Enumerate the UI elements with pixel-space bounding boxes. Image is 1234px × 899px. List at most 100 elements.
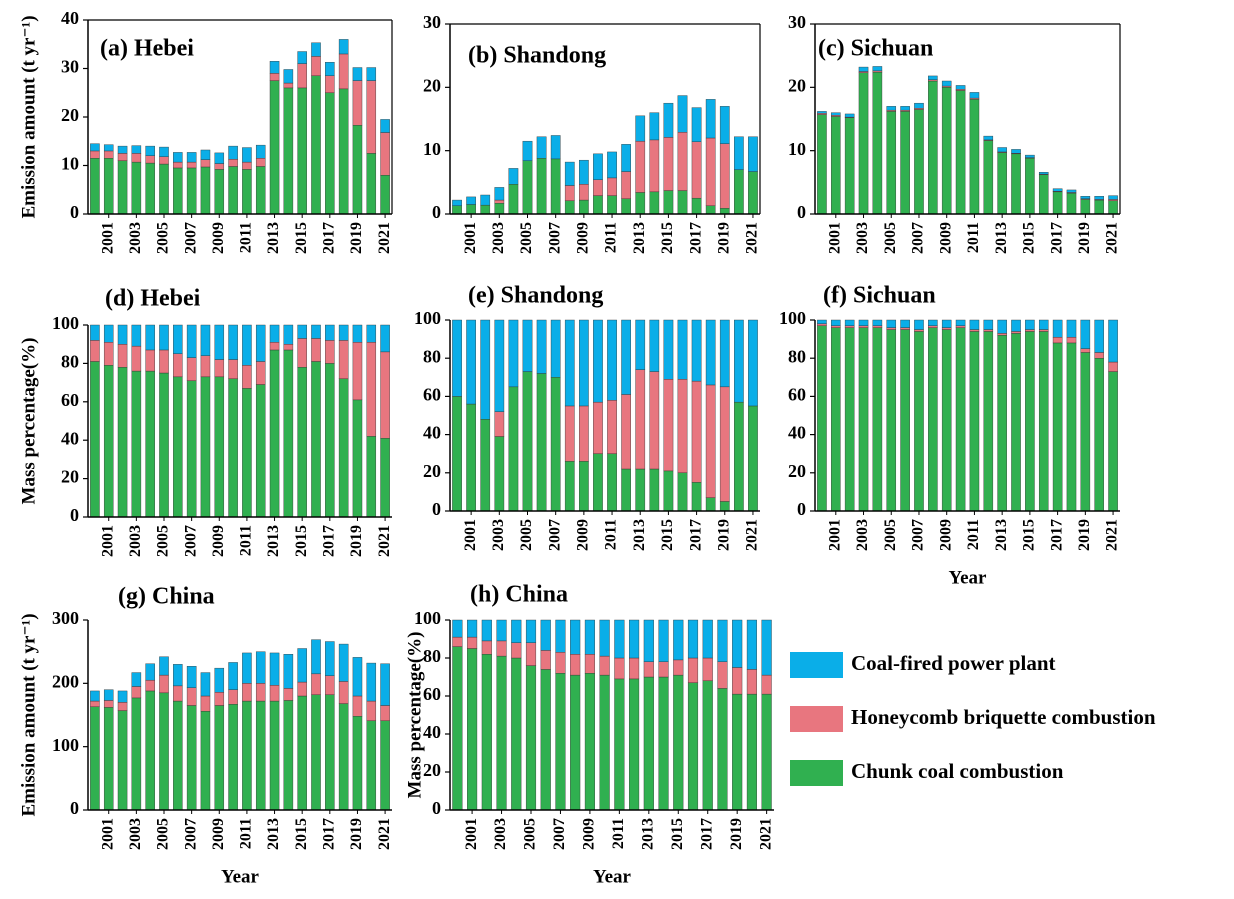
bar-segment (687, 682, 699, 811)
bar-segment (366, 720, 377, 811)
bar-segment (214, 376, 225, 518)
x-tick-label: 2021 (744, 519, 761, 551)
bar-segment (380, 119, 390, 133)
bar-segment (103, 707, 114, 811)
bar-segment (629, 657, 640, 680)
bar-segment (1094, 352, 1104, 359)
bar-segment (928, 325, 938, 328)
bar-segment (746, 693, 757, 811)
bar-segment (761, 693, 772, 811)
bar-segment (228, 158, 238, 167)
bar-segment (269, 61, 280, 74)
x-tick-label: 2011 (610, 818, 627, 849)
bar-segment (283, 69, 294, 84)
bar-segment (858, 319, 869, 326)
bar-segment (186, 380, 197, 518)
bar-segment (131, 145, 142, 154)
x-tick-label: 2021 (1104, 222, 1121, 254)
y-axis-label: Mass percentage(%) (18, 338, 39, 505)
bar-segment (858, 66, 869, 72)
bar-segment (673, 659, 684, 676)
bar-segment (145, 145, 155, 157)
bar-segment (480, 194, 491, 206)
bar-segment (325, 675, 335, 695)
y-tick-label: 10 (61, 154, 79, 174)
bar-segment (540, 650, 551, 670)
bar-segment (228, 324, 238, 360)
bar-segment (90, 324, 100, 341)
bar-segment (525, 642, 537, 666)
bar-segment (90, 158, 100, 215)
bar-segment (872, 71, 883, 215)
bar-segment (621, 144, 631, 172)
bar-segment (297, 63, 307, 89)
bar-segment (941, 327, 952, 330)
bar-segment (983, 135, 994, 141)
bar-segment (186, 357, 197, 381)
bar-segment (536, 158, 547, 215)
bar-segment (103, 342, 114, 366)
bar-segment (555, 619, 566, 653)
x-tick-label: 2019 (1076, 519, 1093, 551)
bar-segment (311, 42, 321, 57)
bar-segment (173, 167, 183, 215)
bar-segment (564, 319, 575, 407)
bar-segment (467, 619, 478, 638)
panel: 2001 2003 2005 2007 2009 2011 2013 2015 2017 2019… (779, 283, 1121, 589)
bar-segment (452, 396, 462, 512)
bar-segment (886, 329, 897, 512)
bar-segment (564, 161, 575, 186)
y-tick-label: 60 (61, 390, 79, 410)
bar-segment (508, 319, 519, 388)
bar-segment (983, 140, 994, 215)
bar-segment (522, 160, 533, 215)
bar-segment (214, 705, 225, 811)
bar-segment (677, 95, 688, 133)
bar-segment (352, 80, 363, 126)
bar-segment (325, 61, 335, 76)
bar-segment (658, 619, 669, 662)
bar-segment (719, 208, 730, 215)
bar-segment (338, 324, 349, 341)
x-tick-label: 2013 (639, 818, 656, 850)
bar-segment (480, 319, 491, 420)
bar-segment (117, 367, 128, 518)
bar-segment (352, 695, 363, 717)
x-tick-label: 2019 (715, 519, 732, 551)
bar-segment (677, 132, 688, 191)
bar-segment (255, 700, 266, 811)
y-tick-label: 0 (70, 505, 79, 525)
bar-segment (159, 656, 169, 676)
bar-segment (732, 667, 743, 695)
bar-segment (1052, 319, 1063, 338)
bar-segment (159, 372, 169, 518)
bar-segment (1038, 319, 1049, 330)
bar-segment (186, 324, 197, 358)
bar-segment (858, 327, 869, 512)
bar-segment (955, 325, 966, 328)
bar-segment (1011, 319, 1021, 332)
legend: Coal-fired power plant Honeycomb briquett… (790, 651, 1156, 786)
bar-segment (255, 144, 266, 159)
bar-segment (325, 641, 335, 676)
bar-segment (687, 619, 699, 659)
bar-segment (311, 694, 321, 811)
bar-segment (200, 695, 211, 712)
bar-segment (200, 711, 211, 811)
bar-segment (131, 686, 142, 699)
bar-segment (969, 331, 980, 512)
bar-segment (677, 472, 688, 512)
x-tick-label: 2019 (348, 818, 365, 850)
bar-segment (366, 342, 377, 437)
bar-segment (186, 152, 197, 163)
bar-segment (1080, 196, 1091, 199)
bar-segment (338, 39, 349, 55)
bar-segment (186, 666, 197, 688)
bar-segment (452, 205, 462, 215)
bar-segment (525, 665, 537, 811)
x-tick-label: 2007 (910, 519, 927, 551)
bar-segment (1080, 348, 1091, 353)
bar-segment (649, 468, 660, 512)
bar-segment (584, 619, 595, 655)
bar-segment (928, 75, 938, 80)
